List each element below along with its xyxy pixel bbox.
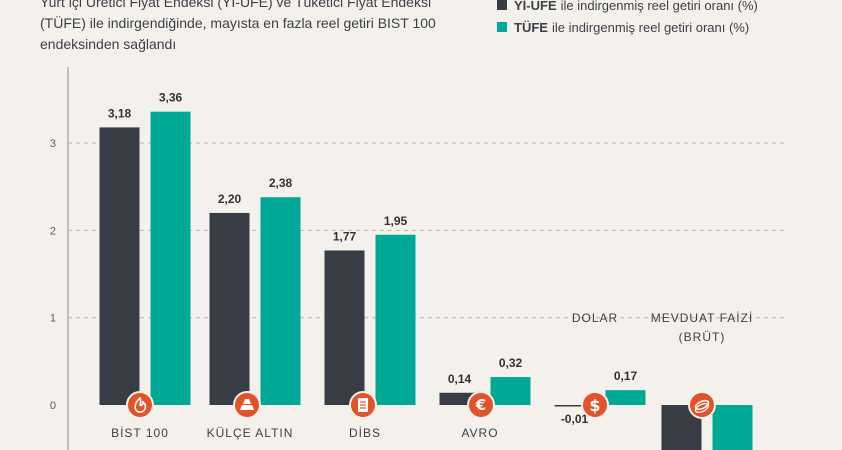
- legend-item-yiufe: Yİ-ÜFE ile indirgenmiş reel getiri oranı…: [497, 0, 758, 16]
- legend-swatch-tufe: [497, 22, 507, 32]
- data-label: 3,36: [159, 91, 183, 105]
- coin-stack-icon-glyph: [694, 403, 710, 413]
- y-tick-label: 2: [50, 225, 56, 237]
- gold-bar-icon-glyph: [240, 399, 254, 410]
- category-label: DOLAR: [572, 311, 618, 325]
- legend-item-tufe: TÜFE ile indirgenmiş reel getiri oranı (…: [497, 16, 758, 38]
- bar-yiufe: [209, 212, 250, 405]
- legend-text: ile indirgenmiş reel getiri oranı (%): [560, 0, 758, 13]
- coin-stack-icon: [688, 391, 716, 419]
- dollar-icon: [581, 391, 609, 419]
- data-label: 0,17: [614, 369, 638, 383]
- dollar-icon-glyph: $: [589, 396, 600, 415]
- category-label: BİST 100: [111, 426, 169, 440]
- legend-key: Yİ-ÜFE: [514, 0, 557, 13]
- bar-tufe: [605, 390, 646, 405]
- category-label: DİBS: [349, 426, 381, 440]
- data-label: 2,38: [269, 176, 293, 190]
- category-label: KÜLÇE ALTIN: [207, 426, 294, 440]
- euro-icon: [467, 391, 495, 419]
- bar-tufe: [260, 197, 301, 405]
- y-tick-label: 1: [50, 313, 56, 325]
- legend-text: ile indirgenmiş reel getiri oranı (%): [551, 19, 750, 35]
- data-label: -0,01: [561, 412, 589, 426]
- data-label: 2,20: [218, 192, 242, 206]
- legend: Yİ-ÜFE ile indirgenmiş reel getiri oranı…: [497, 0, 758, 38]
- data-label: 3,18: [108, 106, 132, 120]
- bar-yiufe: [99, 127, 140, 406]
- fire-icon-glyph: [134, 396, 147, 413]
- category-label: MEVDUAT FAİZİ: [651, 311, 754, 325]
- chart-subtitle: Yurt içi Üretici Fiyat Endeksi (Yİ-ÜFE) …: [40, 0, 436, 52]
- legend-key: TÜFE: [514, 19, 548, 35]
- y-tick-label: 0: [50, 400, 56, 412]
- bar-yiufe: [554, 405, 595, 407]
- bar-tufe: [712, 405, 753, 450]
- y-tick-label: 3: [50, 138, 56, 150]
- bar-tufe: [490, 377, 531, 405]
- category-label: (BRÜT): [679, 330, 726, 344]
- category-label: AVRO: [461, 426, 498, 440]
- data-label: 0,14: [448, 372, 472, 386]
- bar-yiufe: [324, 250, 365, 405]
- data-label: 1,77: [333, 229, 357, 243]
- bar-tufe: [375, 234, 416, 405]
- legend-swatch-yiufe: [497, 0, 507, 10]
- bar-tufe: [150, 111, 191, 405]
- data-label: 0,32: [499, 356, 523, 370]
- euro-icon-glyph: €: [475, 396, 486, 414]
- data-label: 1,95: [384, 214, 408, 228]
